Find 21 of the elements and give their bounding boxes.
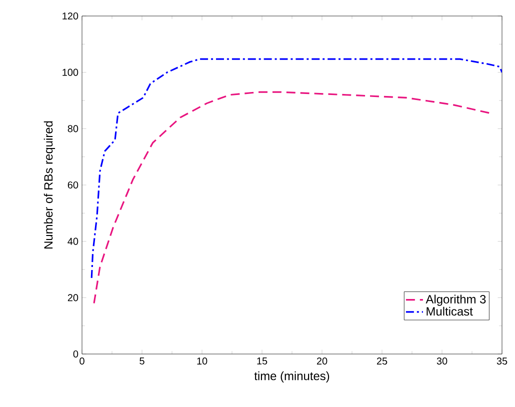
y-tick-label: 40 xyxy=(68,238,78,245)
x-tick-label: 25 xyxy=(376,358,388,365)
x-tick-label: 15 xyxy=(257,358,268,364)
y-axis-title: Number of RBs required xyxy=(44,121,56,248)
y-tick-label: 80 xyxy=(68,125,78,132)
x-tick-label: 30 xyxy=(436,358,448,365)
y-tick-label: 100 xyxy=(62,68,78,76)
x-tick-label: 20 xyxy=(316,358,328,365)
x-tick-label: 10 xyxy=(197,358,208,365)
y-tick-label: 20 xyxy=(68,294,78,302)
x-tick-label: 5 xyxy=(140,358,144,364)
line-series xyxy=(93,91,491,304)
y-tick-label: 120 xyxy=(62,12,78,20)
x-tick-label: 35 xyxy=(496,358,508,365)
y-tick-label: 0 xyxy=(73,350,78,358)
legend-label: Multicast xyxy=(426,306,473,316)
line-series xyxy=(90,58,502,279)
legend-label: Algorithm 3 xyxy=(426,294,486,306)
x-tick-label: 0 xyxy=(80,358,84,365)
x-axis-title: time (minutes) xyxy=(254,371,330,383)
y-tick-label: 60 xyxy=(68,181,78,189)
